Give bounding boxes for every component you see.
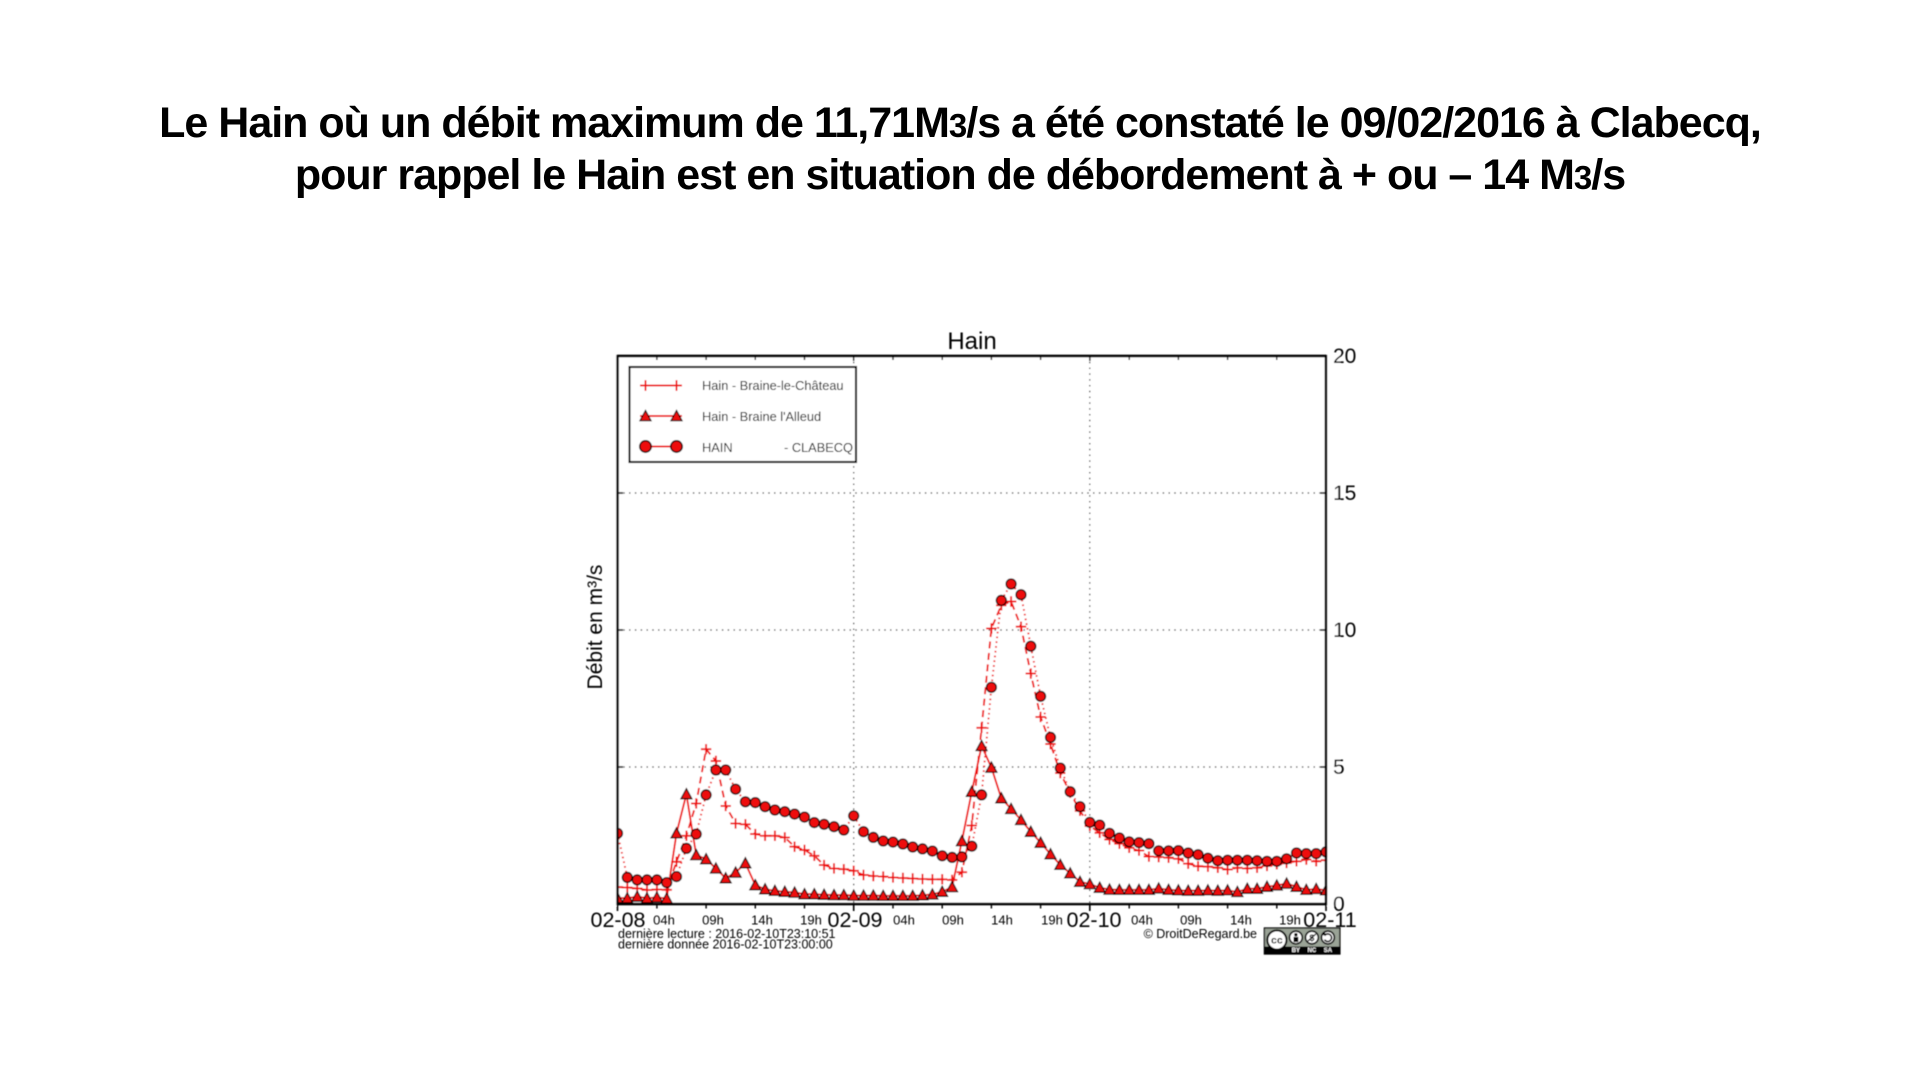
svg-text:02-10: 02-10 [1067, 908, 1122, 932]
svg-text:04h: 04h [1131, 913, 1153, 928]
svg-text:cc: cc [1271, 935, 1283, 947]
svg-text:HAIN: HAIN [702, 440, 733, 455]
svg-text:19h: 19h [800, 913, 822, 928]
svg-text:5: 5 [1333, 756, 1345, 779]
svg-text:0: 0 [1333, 893, 1345, 916]
svg-text:SA: SA [1324, 948, 1333, 954]
svg-text:02-08: 02-08 [591, 908, 646, 932]
svg-text:10: 10 [1333, 619, 1356, 642]
svg-text:Hain: Hain [947, 328, 996, 355]
svg-text:15: 15 [1333, 482, 1356, 505]
svg-text:04h: 04h [653, 913, 675, 928]
svg-text:09h: 09h [702, 913, 724, 928]
svg-text:Hain - Braine-le-Château: Hain - Braine-le-Château [702, 378, 844, 393]
svg-text:Hain - Braine l'Alleud: Hain - Braine l'Alleud [702, 409, 821, 424]
svg-text:19h: 19h [1041, 913, 1063, 928]
svg-text:- CLABECQ: - CLABECQ [784, 440, 853, 455]
svg-text:Débit en m³/s: Débit en m³/s [584, 565, 607, 690]
svg-text:dernière lecture : 2016-02-10T: dernière lecture : 2016-02-10T23:10:51 [618, 927, 836, 941]
svg-text:20: 20 [1333, 345, 1356, 368]
svg-text:NC: NC [1308, 948, 1317, 954]
svg-text:dernière donnée 2016-02-10T23: dernière donnée 2016-02-10T23:00:00 [618, 938, 833, 952]
svg-text:© DroitDeRegard.be: © DroitDeRegard.be [1144, 927, 1257, 941]
svg-text:09h: 09h [942, 913, 964, 928]
svg-text:14h: 14h [1230, 913, 1252, 928]
svg-text:02-09: 02-09 [828, 908, 883, 932]
svg-text:14h: 14h [991, 913, 1013, 928]
svg-text:19h: 19h [1279, 913, 1301, 928]
svg-text:09h: 09h [1180, 913, 1202, 928]
svg-text:04h: 04h [893, 913, 915, 928]
svg-text:14h: 14h [751, 913, 773, 928]
svg-text:BY: BY [1292, 948, 1300, 954]
